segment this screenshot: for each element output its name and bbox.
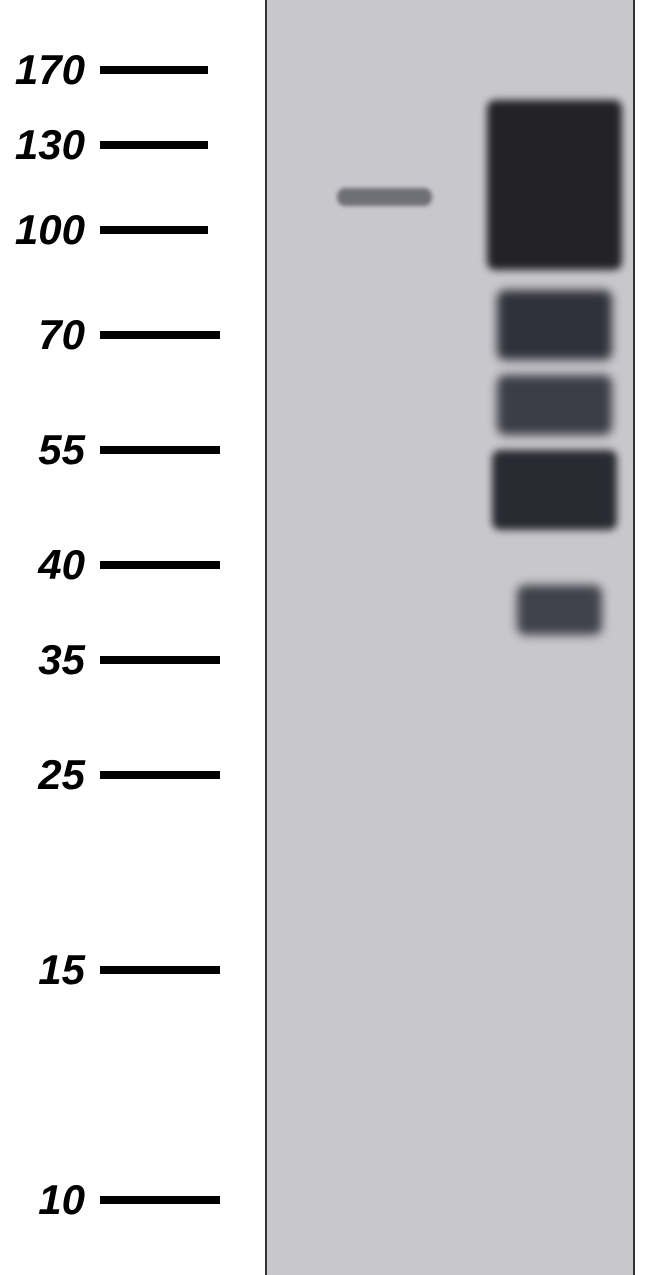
marker-label: 100 (0, 206, 100, 254)
marker-line (100, 966, 220, 974)
marker-label: 170 (0, 46, 100, 94)
gel-membrane (265, 0, 635, 1275)
marker-label: 25 (0, 751, 100, 799)
ladder-marker-55: 55 (0, 426, 240, 474)
marker-line (100, 66, 208, 74)
ladder-marker-100: 100 (0, 206, 240, 254)
marker-label: 55 (0, 426, 100, 474)
lane-2-band-0 (487, 100, 622, 270)
ladder-marker-35: 35 (0, 636, 240, 684)
lane-2 (487, 0, 632, 1275)
ladder-marker-25: 25 (0, 751, 240, 799)
marker-line (100, 141, 208, 149)
marker-line (100, 771, 220, 779)
ladder-marker-40: 40 (0, 541, 240, 589)
western-blot-image: 170 130 100 70 55 40 35 25 15 10 (0, 0, 650, 1275)
ladder-marker-70: 70 (0, 311, 240, 359)
molecular-weight-ladder: 170 130 100 70 55 40 35 25 15 10 (0, 0, 250, 1275)
marker-label: 35 (0, 636, 100, 684)
ladder-marker-10: 10 (0, 1176, 240, 1224)
marker-line (100, 446, 220, 454)
lane-1 (297, 0, 457, 1275)
lane-2-band-1 (497, 290, 612, 360)
marker-line (100, 1196, 220, 1204)
ladder-marker-170: 170 (0, 46, 240, 94)
marker-label: 40 (0, 541, 100, 589)
marker-label: 10 (0, 1176, 100, 1224)
marker-label: 70 (0, 311, 100, 359)
marker-label: 15 (0, 946, 100, 994)
lane-2-band-4 (517, 585, 602, 635)
lane-2-band-3 (492, 450, 617, 530)
marker-line (100, 656, 220, 664)
lane-2-band-2 (497, 375, 612, 435)
marker-line (100, 561, 220, 569)
ladder-marker-130: 130 (0, 121, 240, 169)
marker-line (100, 226, 208, 234)
lane-1-band-0 (337, 188, 432, 206)
marker-label: 130 (0, 121, 100, 169)
ladder-marker-15: 15 (0, 946, 240, 994)
marker-line (100, 331, 220, 339)
